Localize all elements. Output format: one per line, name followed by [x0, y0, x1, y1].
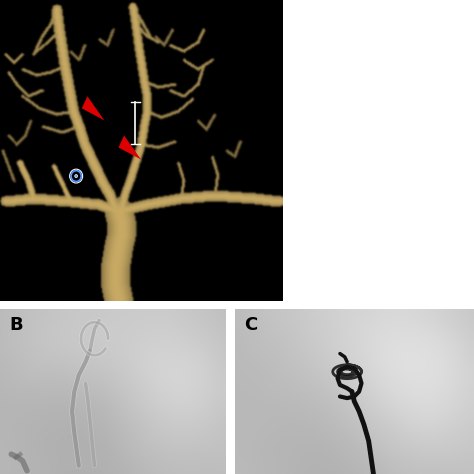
Circle shape: [75, 174, 78, 178]
Polygon shape: [118, 136, 141, 160]
Polygon shape: [82, 96, 104, 120]
Text: B: B: [9, 316, 23, 334]
Text: C: C: [244, 316, 257, 334]
